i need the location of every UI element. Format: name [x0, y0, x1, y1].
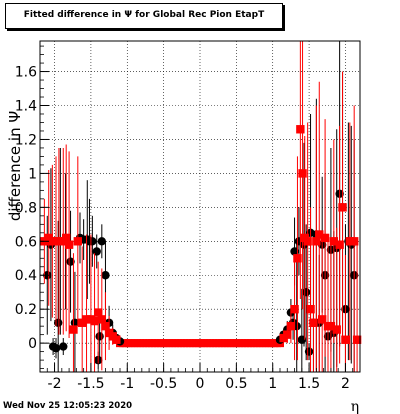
x-axis-label: η [351, 399, 359, 414]
data-point-red-square [69, 325, 78, 334]
x-tick-label: -1 [120, 376, 134, 392]
y-tick-label: 1 [28, 166, 37, 182]
y-tick-label: 1.2 [15, 132, 37, 148]
data-point-red-square [329, 237, 339, 246]
data-point-red-square [326, 321, 336, 331]
data-point-red-square [101, 321, 110, 331]
data-point-red-square [93, 308, 103, 317]
data-point-red-square [54, 237, 64, 246]
footer-timestamp: Wed Nov 25 12:05:23 2020 [3, 401, 133, 411]
data-point-red-square [77, 318, 87, 327]
data-point-red-square [341, 335, 350, 344]
data-point-red-square [283, 330, 292, 339]
data-point-black-circle [53, 318, 63, 327]
data-markers [40, 41, 362, 372]
data-point-red-square [82, 315, 91, 324]
y-tick-label: 0.8 [15, 200, 37, 216]
data-point-black-circle [97, 237, 107, 246]
x-tick-label: -1.5 [77, 376, 104, 392]
data-point-black-circle [66, 257, 75, 266]
axes: -2 -1.5 -1 -0.5 0 0.5 1 1.5 2 0 0.2 0.4 0.6 0.8 1 1.2 1.… [15, 45, 361, 392]
data-point-black-circle [304, 347, 314, 356]
data-point-red-square [312, 237, 321, 246]
data-point-red-square [61, 233, 71, 243]
data-point-red-square [332, 325, 341, 334]
data-point-red-square [345, 237, 355, 246]
data-point-red-square [320, 233, 330, 243]
x-tick-label: -2 [48, 376, 62, 392]
data-point-red-square [90, 316, 99, 326]
data-point-red-square [309, 318, 318, 327]
x-tick-label: 2 [341, 376, 350, 392]
data-point-red-square [338, 203, 347, 212]
y-tick-label: 0 [28, 336, 37, 352]
data-point-black-circle [88, 237, 97, 246]
data-point-red-square [73, 237, 83, 246]
data-point-black-circle [92, 247, 101, 256]
chart-title-box: Fitted difference in Ψ for Global Rec Pi… [5, 3, 283, 29]
x-tick-label: 1 [268, 376, 277, 392]
data-point-black-circle [70, 318, 80, 327]
data-point-red-square [64, 240, 74, 249]
data-point-red-square [296, 125, 305, 134]
x-tick-label: 1.5 [298, 376, 320, 392]
data-point-red-square [317, 315, 327, 324]
data-point-red-square [293, 254, 302, 263]
y-tick-label: 0.2 [15, 302, 37, 318]
y-tick-label: 0.6 [15, 234, 37, 250]
y-axis-label: difference in Ψ [6, 111, 24, 221]
grid-lines [40, 41, 360, 372]
data-point-red-square [352, 335, 362, 344]
data-point-red-square [97, 315, 107, 324]
x-tick-label: 0 [196, 376, 205, 392]
data-point-black-circle [301, 288, 311, 297]
data-point-red-square [303, 237, 312, 246]
data-point-red-square [306, 304, 315, 314]
data-point-red-square [286, 321, 296, 331]
y-tick-label: 1.4 [15, 99, 37, 115]
x-tick-label: 0.5 [225, 376, 247, 392]
x-tick-label: -0.5 [150, 376, 177, 392]
data-point-red-square [349, 237, 359, 246]
data-point-red-square [298, 169, 307, 178]
data-point-black-circle [95, 332, 104, 341]
y-tick-label: 1.6 [15, 65, 37, 81]
data-point-black-circle [101, 271, 110, 280]
data-point-black-circle [51, 344, 61, 353]
data-point-black-circle [59, 342, 68, 351]
data-point-red-square [290, 304, 299, 314]
data-point-red-square [112, 335, 121, 344]
data-point-red-square [315, 230, 324, 239]
data-point-red-square [335, 240, 344, 249]
y-tick-label: 0.4 [15, 268, 37, 284]
chart-title: Fitted difference in Ψ for Global Rec Pi… [23, 10, 265, 20]
